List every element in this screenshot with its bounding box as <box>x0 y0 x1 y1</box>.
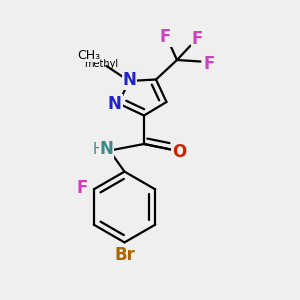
Text: CH₃: CH₃ <box>77 50 100 62</box>
Text: N: N <box>123 71 136 89</box>
Text: H: H <box>93 142 104 157</box>
Text: N: N <box>108 95 122 113</box>
Text: methyl: methyl <box>84 58 118 69</box>
Text: F: F <box>76 179 88 197</box>
Text: Br: Br <box>115 246 136 264</box>
Text: F: F <box>204 55 215 73</box>
Text: N: N <box>100 140 113 158</box>
Text: O: O <box>172 143 187 161</box>
Text: F: F <box>159 28 171 46</box>
Text: F: F <box>191 30 203 48</box>
